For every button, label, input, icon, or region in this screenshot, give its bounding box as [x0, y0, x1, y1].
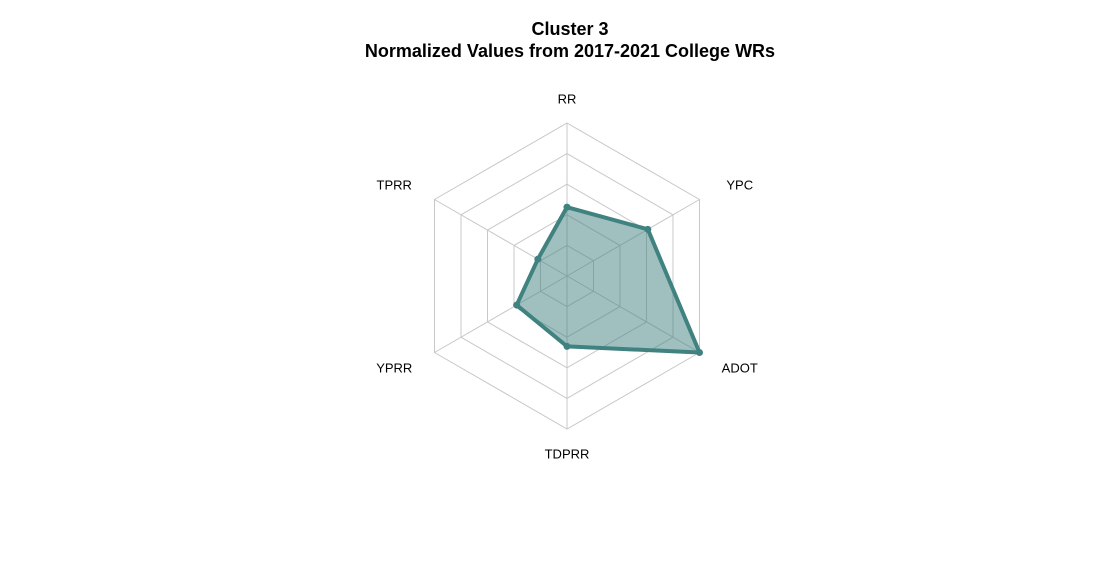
series-point	[563, 203, 571, 211]
series-point	[696, 349, 704, 356]
series-point	[513, 301, 521, 309]
axis-label-yprr: YPRR	[376, 361, 412, 376]
radar-axis-labels: RR YPC ADOT TDPRR YPRR TPRR	[376, 91, 758, 461]
axis-label-adot: ADOT	[722, 361, 758, 376]
chart-subtitle: Normalized Values from 2017-2021 College…	[364, 41, 776, 61]
axis-label-tdprr: TDPRR	[545, 447, 590, 462]
radar-series	[513, 203, 704, 356]
axis-label-tprr: TPRR	[377, 178, 412, 193]
series-point	[534, 255, 542, 263]
axis-label-ypc: YPC	[726, 178, 753, 193]
chart-title: Cluster 3	[531, 19, 609, 39]
series-point	[563, 342, 571, 350]
chart-title-block: Cluster 3 Normalized Values from 2017-20…	[0, 18, 1097, 62]
series-point	[644, 225, 652, 233]
series-polygon	[514, 205, 702, 355]
axis-label-rr: RR	[558, 91, 577, 106]
